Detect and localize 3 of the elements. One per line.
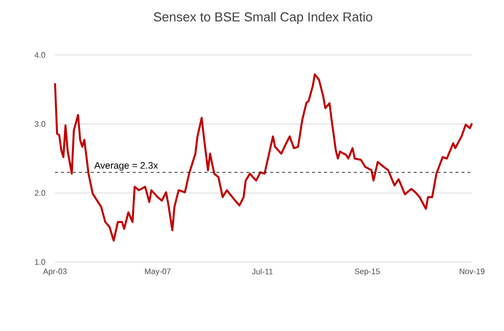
line-series (54, 73, 474, 242)
ref-line-label: Average = 2.3x (94, 162, 158, 171)
chart-title: Sensex to BSE Small Cap Index Ratio (154, 12, 372, 24)
